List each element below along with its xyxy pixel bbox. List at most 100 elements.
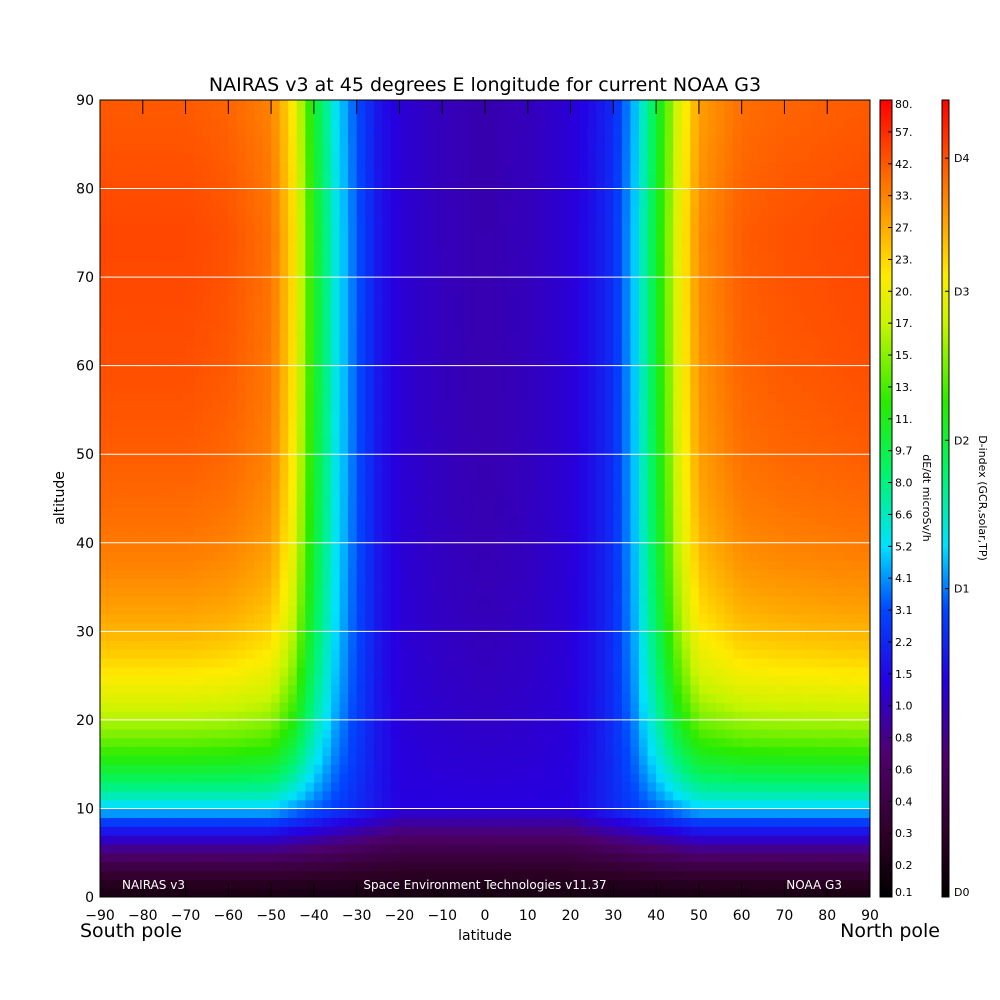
heatmap-cell [459,675,469,686]
heatmap-cell [562,542,572,553]
heatmap-cell [510,799,520,810]
heatmap-cell [459,445,469,455]
heatmap-cell [519,604,529,615]
heatmap-cell [527,250,538,261]
heatmap-cell [134,764,144,774]
heatmap-cell [313,507,324,517]
heatmap-cell [485,250,495,261]
heatmap-cell [228,631,238,641]
heatmap-cell [416,498,426,509]
heatmap-cell [382,321,392,331]
heatmap-cell [125,188,135,199]
heatmap-cell [356,232,366,243]
heatmap-cell [510,613,520,624]
heatmap-cell [553,418,563,429]
heatmap-cell [382,356,392,367]
heatmap-cell [425,277,435,287]
heatmap-cell [365,843,375,854]
heatmap-cell [254,223,264,234]
heatmap-cell [408,392,418,402]
heatmap-cell [142,728,153,739]
heatmap-cell [502,392,512,402]
heatmap-cell [339,206,349,216]
heatmap-cell [262,560,272,571]
heatmap-cell [262,179,272,190]
heatmap-cell [117,604,127,615]
heatmap-cell [202,215,212,225]
heatmap-cell [399,303,409,314]
heatmap-cell [416,808,426,818]
heatmap-cell [151,303,161,314]
heatmap-cell [493,551,503,562]
heatmap-cell [519,498,529,509]
heatmap-cell [339,161,349,172]
heatmap-cell [219,250,230,261]
heatmap-cell [194,489,204,500]
heatmap-cell [399,835,409,845]
heatmap-cell [271,507,281,517]
heatmap-cell [339,339,349,349]
heatmap-cell [108,445,118,455]
heatmap-cell [159,100,170,110]
heatmap-cell [236,232,247,243]
heatmap-cell [185,259,195,269]
heatmap-cell [502,374,512,385]
heatmap-cell [211,604,221,615]
heatmap-cell [245,595,255,606]
heatmap-cell [339,250,349,261]
heatmap-cell [262,640,272,650]
heatmap-cell [331,835,341,845]
heatmap-cell [348,835,358,845]
heatmap-cell [194,817,204,827]
heatmap-cell [553,498,563,509]
heatmap-cell [279,551,289,562]
heatmap-cell [177,631,187,641]
heatmap-cell [262,100,272,110]
heatmap-cell [254,746,264,757]
heatmap-cell [142,117,153,128]
heatmap-cell [519,888,529,897]
heatmap-cell [151,781,161,792]
heatmap-cell [510,764,520,774]
heatmap-cell [502,879,512,889]
heatmap-cell [502,516,512,526]
heatmap-cell [151,232,161,243]
heatmap-cell [168,755,178,765]
heatmap-cell [108,835,118,845]
heatmap-cell [177,666,187,677]
heatmap-cell [296,516,307,526]
heatmap-cell [288,215,298,225]
heatmap-cell [254,321,264,331]
heatmap-cell [236,711,247,721]
heatmap-cell [288,578,298,588]
heatmap-cell [296,808,307,818]
heatmap-cell [442,516,452,526]
heatmap-cell [562,507,572,517]
heatmap-cell [450,445,461,455]
heatmap-cell [493,879,503,889]
heatmap-cell [168,480,178,491]
heatmap-cell [373,339,384,349]
heatmap-cell [245,436,255,447]
heatmap-cell [416,781,426,792]
heatmap-cell [177,587,187,597]
heatmap-cell [219,294,230,305]
heatmap-cell [519,835,529,845]
heatmap-cell [365,533,375,544]
heatmap-cell [433,303,443,314]
heatmap-cell [177,401,187,411]
heatmap-cell [425,764,435,774]
heatmap-cell [433,569,443,579]
heatmap-cell [450,268,461,278]
heatmap-cell [442,817,452,827]
heatmap-cell [288,161,298,172]
heatmap-cell [108,613,118,624]
heatmap-cell [125,746,135,757]
heatmap-cell [100,533,110,544]
heatmap-cell [168,294,178,305]
heatmap-cell [177,675,187,686]
heatmap-cell [125,799,135,810]
heatmap-cell [476,480,486,491]
heatmap-cell [485,773,495,783]
heatmap-cell [305,356,315,367]
